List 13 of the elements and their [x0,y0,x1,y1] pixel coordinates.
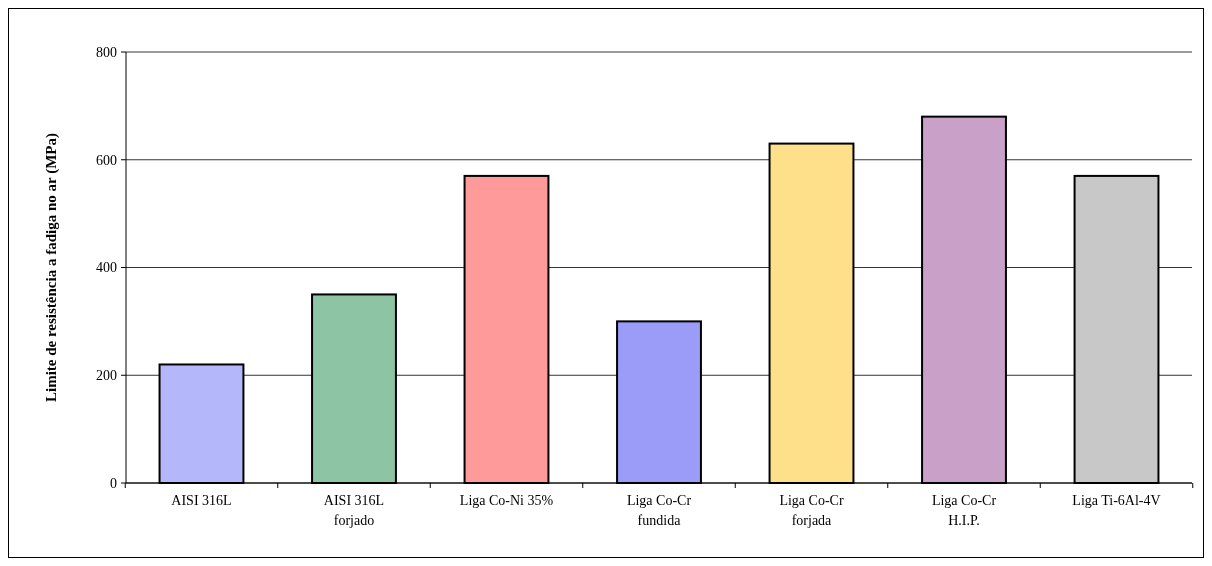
y-tick-label: 800 [96,44,117,60]
x-tick-label: AISI 316L forjado [323,493,385,528]
y-tick-label: 400 [96,260,117,276]
y-tick-label: 200 [96,368,117,384]
x-tick-label: Liga Co-Cr forjada [779,493,844,528]
x-tick-label: Liga Co-Ni 35% [459,493,554,508]
x-tick-label: Liga Co-Cr H.I.P. [931,493,997,528]
x-tick-label: Liga Ti-6Al-4V [1072,493,1161,508]
y-tick-label: 600 [96,152,117,168]
y-axis-title: Limite de resistência a fadiga no ar (MPa) [43,133,60,402]
x-tick-label: Liga Co-Cr fundida [626,493,692,528]
x-tick-label: AISI 316L [171,493,232,508]
y-tick-label: 0 [110,475,117,491]
